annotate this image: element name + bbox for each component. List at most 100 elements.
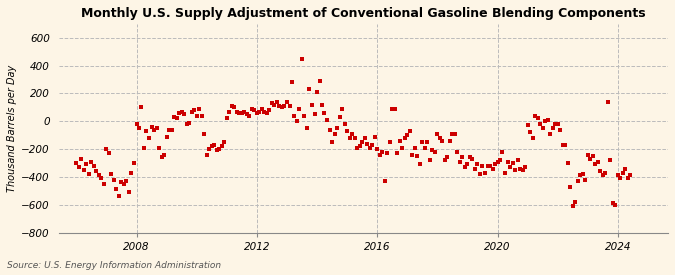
Point [286, 80, 297, 84]
Point [346, 131, 357, 136]
Point [91, 169, 102, 174]
Point [207, 144, 217, 148]
Point [489, 162, 500, 167]
Point [404, 129, 415, 133]
Point [608, 201, 618, 205]
Point [229, 105, 240, 109]
Point [134, 126, 144, 130]
Point [464, 155, 475, 160]
Point [232, 109, 242, 114]
Point [214, 147, 225, 151]
Point [349, 136, 360, 140]
Point [321, 118, 332, 122]
Point [154, 145, 165, 150]
Point [324, 127, 335, 132]
Point [74, 165, 84, 169]
Point [319, 111, 330, 115]
Point [467, 156, 478, 161]
Point [487, 166, 498, 171]
Point [502, 160, 513, 164]
Point [520, 165, 531, 169]
Title: Monthly U.S. Supply Adjustment of Conventional Gasoline Blending Components: Monthly U.S. Supply Adjustment of Conven… [81, 7, 646, 20]
Point [510, 168, 520, 172]
Point [517, 168, 528, 172]
Point [198, 131, 209, 136]
Point [334, 115, 345, 119]
Point [246, 106, 257, 111]
Point [515, 166, 526, 171]
Point [184, 120, 194, 125]
Point [367, 143, 377, 147]
Point [562, 161, 573, 165]
Point [219, 140, 230, 144]
Point [226, 104, 237, 108]
Point [384, 140, 395, 144]
Point [138, 145, 149, 150]
Point [236, 111, 247, 115]
Point [537, 126, 548, 130]
Point [444, 139, 455, 143]
Point [166, 127, 177, 132]
Point [462, 162, 473, 167]
Point [296, 56, 307, 61]
Point [414, 162, 425, 167]
Point [96, 176, 107, 180]
Point [267, 101, 277, 105]
Point [146, 125, 157, 129]
Point [400, 136, 410, 140]
Point [179, 112, 190, 117]
Point [239, 109, 250, 114]
Point [76, 156, 86, 161]
Point [292, 119, 302, 123]
Point [512, 158, 523, 163]
Point [156, 155, 167, 160]
Point [377, 150, 387, 154]
Point [221, 116, 232, 121]
Point [344, 136, 355, 140]
Point [264, 108, 275, 112]
Point [302, 126, 313, 130]
Point [457, 155, 468, 160]
Point [304, 87, 315, 92]
Point [354, 144, 365, 148]
Point [182, 122, 192, 126]
Point [482, 164, 493, 168]
Point [452, 150, 463, 154]
Point [389, 106, 400, 111]
Point [572, 179, 583, 183]
Point [382, 151, 393, 155]
Point [171, 116, 182, 121]
Point [340, 122, 350, 126]
Point [244, 114, 254, 118]
Point [342, 129, 352, 133]
Point [224, 109, 235, 114]
Point [583, 152, 593, 157]
Point [217, 144, 227, 148]
Point [392, 151, 403, 155]
Point [610, 202, 621, 207]
Point [477, 164, 488, 168]
Point [169, 115, 180, 119]
Point [136, 105, 147, 109]
Point [394, 139, 405, 143]
Point [425, 158, 435, 163]
Text: Source: U.S. Energy Information Administration: Source: U.S. Energy Information Administ… [7, 260, 221, 270]
Point [615, 176, 626, 180]
Point [522, 123, 533, 128]
Point [289, 114, 300, 118]
Point [148, 127, 159, 132]
Point [209, 143, 219, 147]
Point [475, 172, 485, 176]
Point [590, 162, 601, 167]
Point [337, 106, 348, 111]
Point [362, 141, 373, 146]
Point [269, 102, 280, 107]
Point [437, 139, 448, 143]
Point [402, 133, 412, 138]
Point [194, 106, 205, 111]
Point [252, 111, 263, 115]
Point [435, 136, 446, 140]
Point [555, 127, 566, 132]
Point [189, 108, 200, 112]
Point [331, 126, 342, 130]
